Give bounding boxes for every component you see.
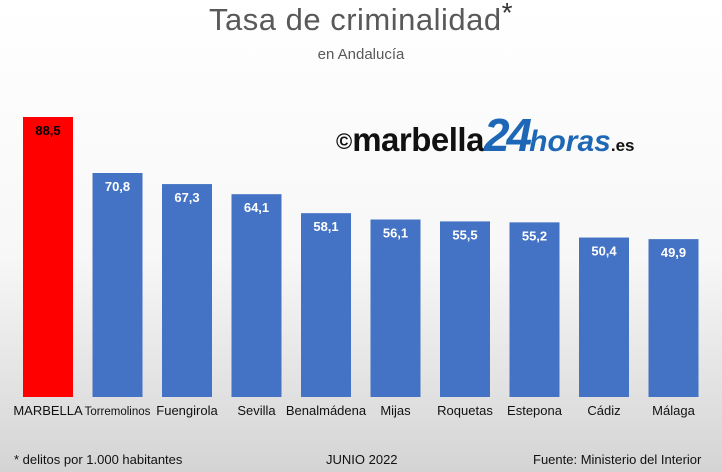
value-label-cadiz: 50,4	[591, 244, 617, 259]
value-label-malaga: 49,9	[661, 245, 686, 260]
category-label-cadiz: Cádiz	[587, 403, 620, 418]
value-label-fuengirola: 67,3	[174, 190, 199, 205]
copyright-symbol: ©	[336, 129, 353, 154]
chart-subtitle: en Andalucía	[317, 46, 405, 63]
value-label-torremolinos: 70,8	[105, 179, 130, 194]
title-asterisk: *	[501, 0, 513, 28]
bar-roquetas	[440, 221, 490, 397]
marbella24horas-logo: ©marbella24horas.es	[336, 108, 635, 161]
value-label-marbella: 88,5	[35, 123, 60, 138]
bar-estepona	[509, 222, 560, 397]
category-label-fuengirola: Fuengirola	[156, 403, 218, 418]
category-label-benalmadena: Benalmádena	[286, 403, 367, 418]
bar-cadiz	[579, 237, 629, 397]
chart-title: Tasa de criminalidad*	[0, 0, 722, 38]
value-label-benalmadena: 58,1	[313, 219, 338, 234]
category-label-roquetas: Roquetas	[437, 403, 493, 418]
category-label-estepona: Estepona	[507, 403, 563, 418]
bar-sevilla	[231, 194, 282, 397]
footnote: * delitos por 1.000 habitantes	[14, 452, 183, 467]
logo-brand: marbella	[352, 121, 484, 158]
category-label-marbella: MARBELLA	[13, 403, 83, 418]
bar-malaga	[648, 239, 699, 397]
category-label-sevilla: Sevilla	[237, 403, 276, 418]
bar-mijas	[370, 219, 421, 397]
bar-torremolinos	[92, 173, 143, 397]
category-label-torremolinos: Torremolinos	[85, 406, 151, 418]
bar-marbella	[23, 117, 73, 397]
bar-fuengirola	[162, 184, 212, 397]
data-source: Fuente: Ministerio del Interior	[533, 452, 702, 467]
report-date: JUNIO 2022	[326, 452, 398, 467]
logo-number: 24	[483, 109, 532, 161]
value-label-estepona: 55,2	[522, 228, 547, 243]
value-label-roquetas: 55,5	[452, 227, 477, 242]
logo-tld: .es	[610, 136, 635, 155]
bar-benalmadena	[301, 213, 351, 397]
category-label-malaga: Málaga	[652, 403, 695, 418]
category-label-mijas: Mijas	[380, 403, 411, 418]
value-label-sevilla: 64,1	[244, 200, 269, 215]
value-label-mijas: 56,1	[383, 226, 408, 241]
logo-suffix: horas	[529, 125, 611, 158]
